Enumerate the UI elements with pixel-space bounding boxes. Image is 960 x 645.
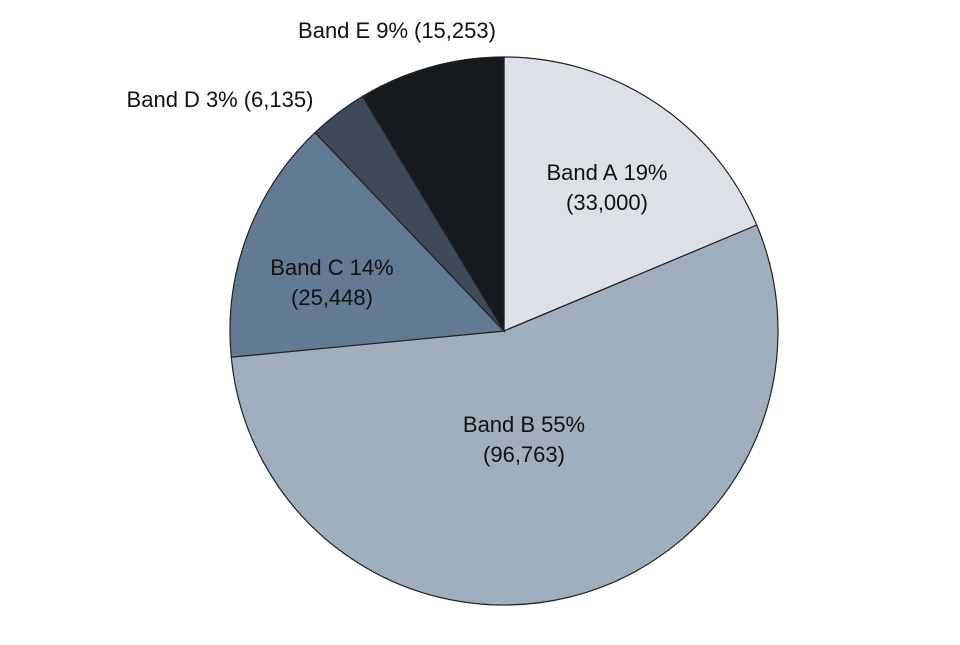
category-label: Band C: [270, 255, 343, 280]
slice-label: Band E 9% (15,253): [298, 18, 496, 43]
category-label: Band A: [547, 160, 618, 185]
slice-label: Band D 3% (6,135): [127, 87, 314, 112]
category-label: Band E: [298, 18, 370, 43]
value-label: (25,448): [291, 285, 373, 310]
slice-label: Band B 55% (96,763): [463, 412, 585, 467]
category-label: Band D: [127, 87, 200, 112]
percentage-label: 3%: [206, 87, 238, 112]
pie-slice: [503, 56, 758, 332]
percentage-label: 19%: [623, 160, 667, 185]
percentage-label: 55%: [541, 412, 585, 437]
percentage-label: 9%: [376, 18, 408, 43]
slice-label: Band C 14% (25,448): [270, 255, 393, 310]
value-label: (33,000): [566, 190, 648, 215]
value-label: (6,135): [244, 87, 314, 112]
pie-slice: [230, 224, 779, 606]
pie-slice: [229, 131, 506, 358]
value-label: (15,253): [414, 18, 496, 43]
category-label: Band B: [463, 412, 535, 437]
value-label: (96,763): [483, 442, 565, 467]
percentage-label: 14%: [350, 255, 394, 280]
pie-slice: [361, 56, 505, 334]
slice-label: Band A 19% (33,000): [547, 160, 668, 215]
